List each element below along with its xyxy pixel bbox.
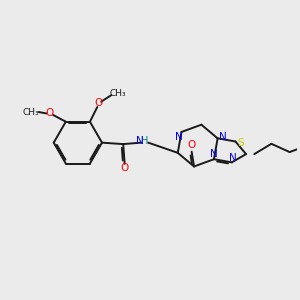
- Text: CH₃: CH₃: [22, 107, 39, 116]
- Text: N: N: [136, 136, 143, 146]
- Text: N: N: [210, 149, 218, 160]
- Text: O: O: [46, 109, 54, 118]
- Text: H: H: [141, 136, 148, 146]
- Text: N: N: [230, 153, 237, 163]
- Text: S: S: [238, 138, 244, 148]
- Text: N: N: [175, 132, 183, 142]
- Text: O: O: [121, 163, 129, 173]
- Text: O: O: [187, 140, 195, 150]
- Text: O: O: [94, 98, 103, 109]
- Text: CH₃: CH₃: [109, 89, 126, 98]
- Text: N: N: [219, 132, 226, 142]
